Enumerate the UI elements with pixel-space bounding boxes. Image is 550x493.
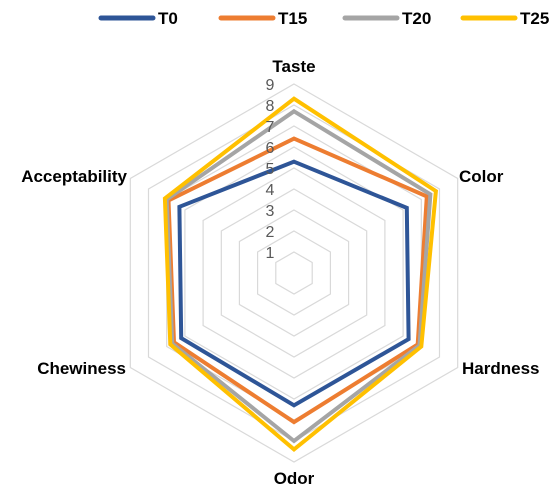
tick-label-3: 3: [266, 203, 275, 220]
legend-label-t0: T0: [158, 9, 178, 28]
tick-label-9: 9: [266, 77, 275, 94]
legend-label-t15: T15: [278, 9, 307, 28]
grid-ring-9: [129, 83, 459, 463]
grid-ring-8: [147, 104, 441, 442]
grid-ring-6: [184, 146, 404, 400]
axis-label-color: Color: [459, 167, 504, 186]
grid-ring-2: [257, 230, 331, 316]
axis-label-hardness: Hardness: [462, 359, 539, 378]
series-t0-line: [177, 159, 411, 408]
tick-label-8: 8: [266, 98, 275, 115]
series-t15-line: [166, 136, 429, 425]
grid-ring-3: [238, 209, 350, 337]
radar-series: [162, 96, 439, 452]
series-t25-line: [162, 96, 439, 452]
tick-label-6: 6: [266, 140, 275, 157]
tick-label-2: 2: [266, 224, 275, 241]
tick-label-5: 5: [266, 161, 275, 178]
legend: T0 T15 T20 T25: [98, 9, 549, 28]
axis-label-acceptability: Acceptability: [21, 167, 127, 186]
axis-labels: Taste Color Hardness Odor Chewiness Acceptabi…: [21, 57, 539, 488]
tick-label-7: 7: [266, 119, 275, 136]
grid-ring-5: [202, 167, 386, 379]
legend-label-t25: T25: [520, 9, 549, 28]
axis-label-taste: Taste: [272, 57, 315, 76]
axis-label-odor: Odor: [274, 469, 315, 488]
legend-label-t20: T20: [402, 9, 431, 28]
tick-label-1: 1: [266, 245, 275, 262]
grid-ring-4: [220, 188, 368, 358]
radial-tick-labels: 1 2 3 4 5 6 7 8 9: [266, 77, 275, 262]
grid-ring-1: [275, 251, 313, 295]
tick-label-4: 4: [266, 182, 275, 199]
axis-label-chewiness: Chewiness: [37, 359, 126, 378]
